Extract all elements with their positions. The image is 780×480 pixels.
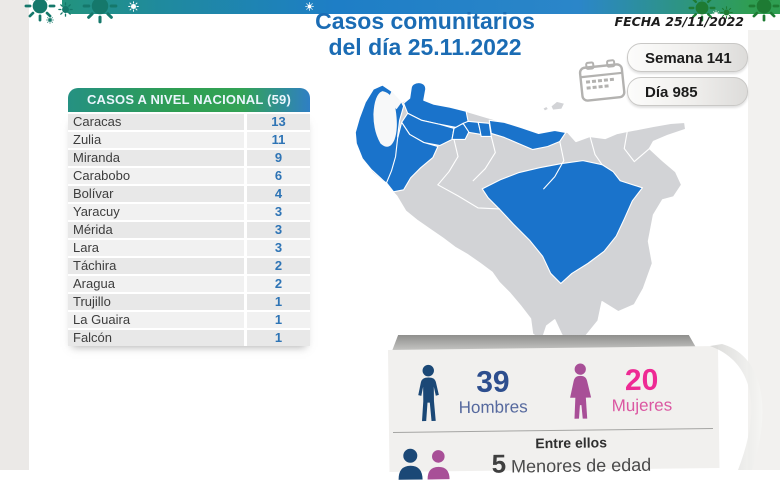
state-cases: 1: [247, 294, 310, 310]
table-row: Táchira 2: [68, 258, 310, 274]
map-state-bolivar: [481, 160, 643, 285]
cases-table-header: CASOS A NIVEL NACIONAL (59): [68, 88, 310, 112]
venezuela-map: [354, 81, 687, 346]
page-background-strip-left: [0, 0, 29, 470]
state-name: Yaracuy: [68, 204, 244, 220]
page-curl-decoration: [710, 344, 763, 470]
state-cases: 2: [247, 258, 310, 274]
state-cases: 3: [247, 204, 310, 220]
page-title-line2: del día 25.11.2022: [328, 34, 522, 60]
men-count: 39: [475, 365, 510, 399]
map-gulf: [387, 91, 402, 110]
table-row: Carabobo 6: [68, 168, 310, 184]
state-name: Carabobo: [68, 168, 244, 184]
state-name: Trujillo: [68, 294, 244, 310]
minors-line: 5 Menores de edad: [453, 449, 689, 479]
state-cases: 4: [247, 186, 310, 202]
table-row: Yaracuy 3: [68, 204, 310, 220]
women-count: 20: [624, 363, 659, 398]
fecha-label: FECHA 25/11/2022: [614, 14, 744, 29]
page-title: Casos comunitarios del día 25.11.2022: [290, 8, 560, 60]
state-cases: 1: [247, 330, 310, 346]
gender-stats-panel: 39 Hombres 20 Mujeres: [388, 345, 720, 480]
children-icons: [398, 448, 450, 480]
map-state-carabobo: [462, 120, 482, 135]
table-row: La Guaira 1: [68, 312, 310, 328]
state-cases: 9: [247, 150, 310, 166]
cases-table-rows: Caracas 13 Zulia 11 Miranda 9 Carabobo 6 Bolívar…: [68, 114, 310, 346]
map-island-margarita: [550, 100, 566, 111]
minors-count: 5: [491, 448, 507, 479]
gender-row: 39 Hombres 20 Mujeres: [388, 346, 719, 428]
virus-icon: [46, 16, 54, 24]
state-name: Lara: [68, 240, 244, 256]
table-row: Miranda 9: [68, 150, 310, 166]
state-name: Zulia: [68, 132, 244, 148]
state-cases: 2: [247, 276, 310, 292]
minors-label: Menores de edad: [510, 454, 652, 477]
state-name: Bolívar: [68, 186, 244, 202]
page-title-line1: Casos comunitarios: [315, 8, 535, 34]
dia-badge: Día 985: [627, 77, 748, 106]
table-row: Bolívar 4: [68, 186, 310, 202]
map-state-aragua: [477, 121, 492, 137]
table-row: Mérida 3: [68, 222, 310, 238]
state-cases: 6: [247, 168, 310, 184]
women-stat: 20 Mujeres: [565, 362, 672, 421]
female-figure-icon: [570, 363, 592, 419]
state-name: Caracas: [68, 114, 244, 130]
table-row: Falcón 1: [68, 330, 310, 346]
state-cases: 13: [247, 114, 310, 130]
state-cases: 1: [247, 312, 310, 328]
table-row: Lara 3: [68, 240, 310, 256]
state-name: Aragua: [68, 276, 244, 292]
state-name: Táchira: [68, 258, 244, 274]
state-cases: 11: [247, 132, 310, 148]
state-name: Falcón: [68, 330, 244, 346]
map-lake-maracaibo: [373, 91, 397, 147]
table-row: Trujillo 1: [68, 294, 310, 310]
semana-badge: Semana 141: [627, 43, 748, 72]
map-state-falcon: [403, 81, 469, 128]
calendar-icon: [578, 59, 626, 102]
minors-row: Entre ellos 5 Menores de edad: [389, 429, 720, 480]
map-islet: [541, 105, 550, 112]
male-figure-icon: [418, 364, 439, 422]
state-name: Mérida: [68, 222, 244, 238]
state-name: La Guaira: [68, 312, 244, 328]
women-label: Mujeres: [611, 395, 673, 416]
minors-text: Entre ellos 5 Menores de edad: [453, 433, 720, 479]
state-cases: 3: [247, 240, 310, 256]
map-state-yaracuy: [451, 122, 470, 141]
map-state-andes: [385, 121, 439, 193]
state-name: Miranda: [68, 150, 244, 166]
table-row: Zulia 11: [68, 132, 310, 148]
men-stat: 39 Hombres: [414, 363, 528, 422]
men-label: Hombres: [458, 397, 528, 418]
cases-table: CASOS A NIVEL NACIONAL (59) Caracas 13 Zul…: [68, 88, 310, 346]
table-row: Aragua 2: [68, 276, 310, 292]
state-cases: 3: [247, 222, 310, 238]
table-row: Caracas 13: [68, 114, 310, 130]
decorative-top-band: [62, 0, 780, 14]
